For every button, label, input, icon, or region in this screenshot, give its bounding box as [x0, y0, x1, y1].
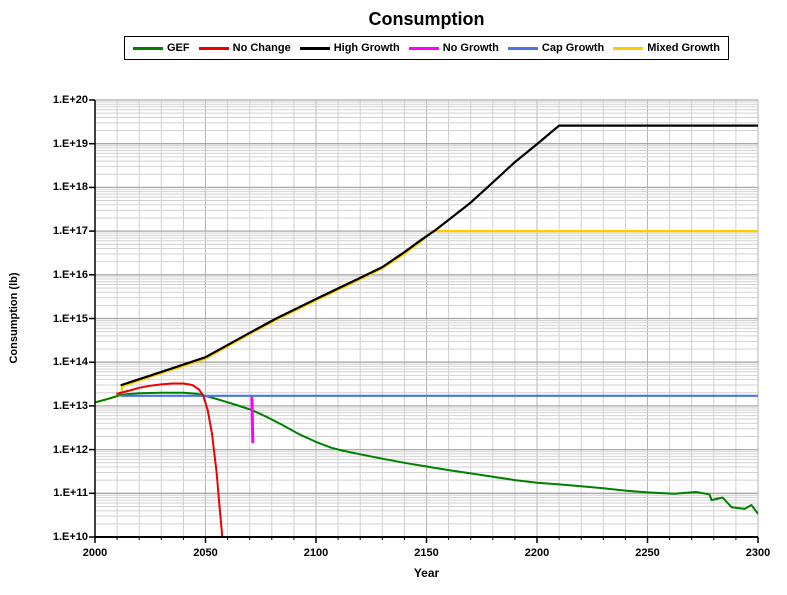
legend-line-swatch — [613, 46, 644, 50]
legend-label: No Growth — [442, 42, 499, 54]
legend-line-swatch — [408, 46, 439, 50]
x-tick-label: 2200 — [524, 547, 550, 559]
y-tick-label: 1.E+20 — [52, 94, 88, 106]
legend-item-no-change[interactable]: No Change — [198, 41, 291, 55]
series-line-no-growth[interactable] — [250, 396, 255, 444]
x-tick-label: 2000 — [82, 547, 108, 559]
legend-line-swatch — [299, 46, 330, 50]
legend-line-swatch — [133, 46, 163, 50]
y-tick-label: 1.E+17 — [52, 225, 88, 238]
legend-item-gef[interactable]: GEF — [133, 41, 190, 55]
legend-item-high-growth[interactable]: High Growth — [299, 41, 400, 55]
series-group — [95, 124, 759, 542]
series-line-no-change[interactable] — [116, 382, 224, 542]
series-line-high-growth[interactable] — [120, 124, 759, 387]
legend: GEF No Change High Growth No Growth Cap Grow… — [124, 36, 729, 60]
y-tick-label: 1.E+12 — [52, 443, 88, 456]
y-tick-label: 1.E+13 — [52, 399, 88, 412]
x-tick-label: 2250 — [635, 547, 660, 559]
x-tick-label: 2300 — [745, 547, 771, 559]
x-axis-title: Year — [413, 566, 440, 580]
legend-label: GEF — [167, 42, 190, 54]
legend-label: High Growth — [333, 42, 400, 54]
y-tick-label: 1.E+15 — [52, 312, 88, 325]
legend-label: Cap Growth — [541, 42, 605, 54]
legend-item-no-growth[interactable]: No Growth — [408, 41, 499, 55]
y-tick-label: 1.E+18 — [52, 181, 88, 194]
legend-line-swatch — [198, 46, 229, 50]
x-tick-label: 2150 — [414, 547, 439, 559]
chart-title: Consumption — [368, 9, 485, 29]
y-tick-label: 1.E+19 — [52, 137, 88, 150]
y-axis-title: Consumption (lb) — [8, 272, 20, 364]
legend-wrap: GEF No Change High Growth No Growth Cap Grow… — [95, 36, 758, 60]
y-tick-label: 1.E+11 — [53, 487, 88, 500]
legend-item-mixed-growth[interactable]: Mixed Growth — [613, 41, 720, 55]
x-tick-label: 2050 — [193, 547, 218, 559]
legend-label: No Change — [232, 42, 291, 54]
y-tick-label: 1.E+16 — [52, 268, 88, 281]
x-tick-label: 2100 — [303, 547, 329, 559]
legend-line-swatch — [507, 46, 538, 50]
legend-item-cap-growth[interactable]: Cap Growth — [507, 41, 605, 55]
y-tick-label: 1.E+14 — [52, 356, 88, 369]
y-tick-label: 1.E+10 — [52, 531, 88, 543]
legend-label: Mixed Growth — [647, 42, 720, 54]
